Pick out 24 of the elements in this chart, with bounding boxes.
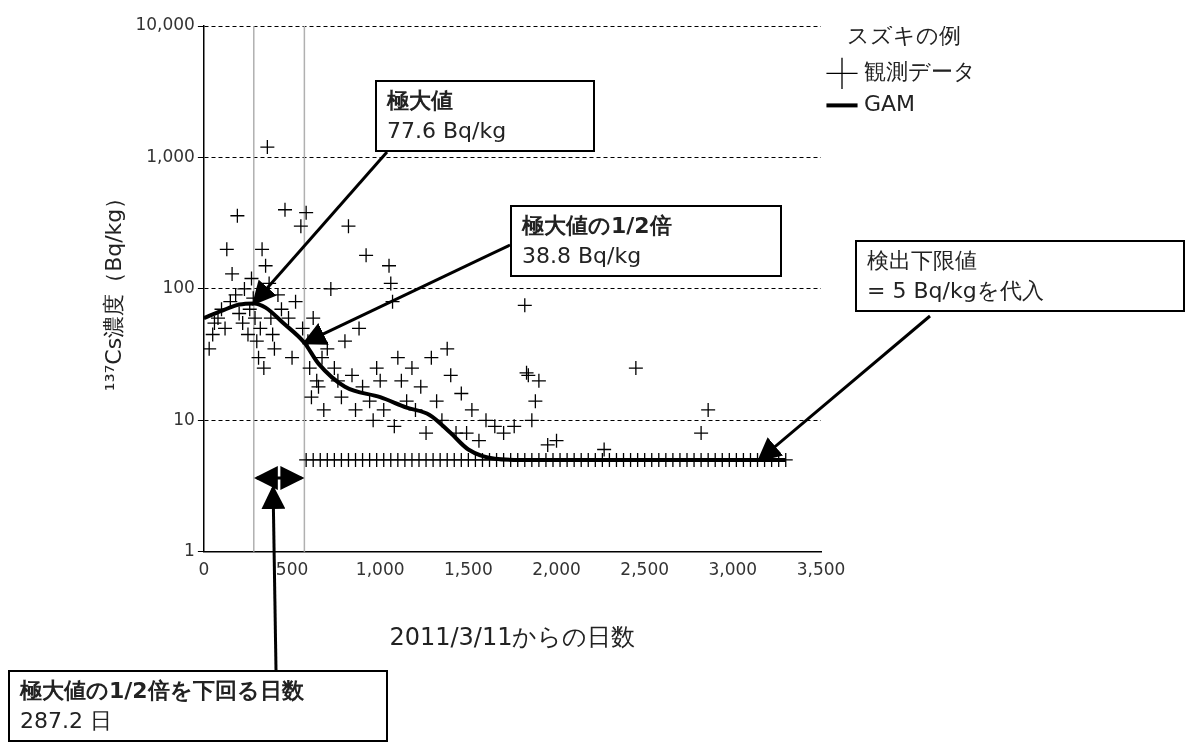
- y-tick-label: 100: [162, 277, 195, 298]
- annotation: 極大値の1/2倍 38.8 Bq/kg: [522, 212, 673, 270]
- y-tick-label: 10: [173, 408, 195, 429]
- legend-label: 観測データ: [864, 59, 976, 85]
- legend-label: GAM: [864, 91, 916, 117]
- x-tick-label: 0: [198, 559, 210, 580]
- y-tick-label: 1,000: [146, 145, 195, 166]
- x-tick-label: 1,500: [444, 559, 493, 580]
- y-tick-label: 10,000: [135, 14, 195, 35]
- x-tick-label: 3,000: [708, 559, 758, 580]
- callout-box: 極大値の1/2倍 38.8 Bq/kg: [510, 205, 782, 277]
- x-tick-label: 2,000: [532, 559, 581, 580]
- callout-box: 検出下限値 = 5 Bq/kgを代入: [855, 240, 1185, 312]
- x-axis-title: 2011/3/11からの日数: [389, 622, 636, 651]
- x-tick-label: 3,500: [796, 559, 846, 580]
- x-tick-label: 1,000: [355, 559, 405, 580]
- annotation: 極大値 77.6 Bq/kg: [387, 87, 508, 145]
- callout-box: 極大値の1/2倍を下回る日数 287.2 日: [8, 670, 388, 742]
- x-tick-label: 2,500: [620, 559, 670, 580]
- annotation: 検出下限値 = 5 Bq/kgを代入: [867, 247, 1045, 305]
- y-axis-title: ¹³⁷Cs濃度（Bq/kg）: [100, 186, 126, 392]
- y-tick-label: 1: [184, 540, 195, 561]
- x-tick-label: 500: [275, 559, 309, 580]
- callout-box: 極大値 77.6 Bq/kg: [375, 80, 595, 152]
